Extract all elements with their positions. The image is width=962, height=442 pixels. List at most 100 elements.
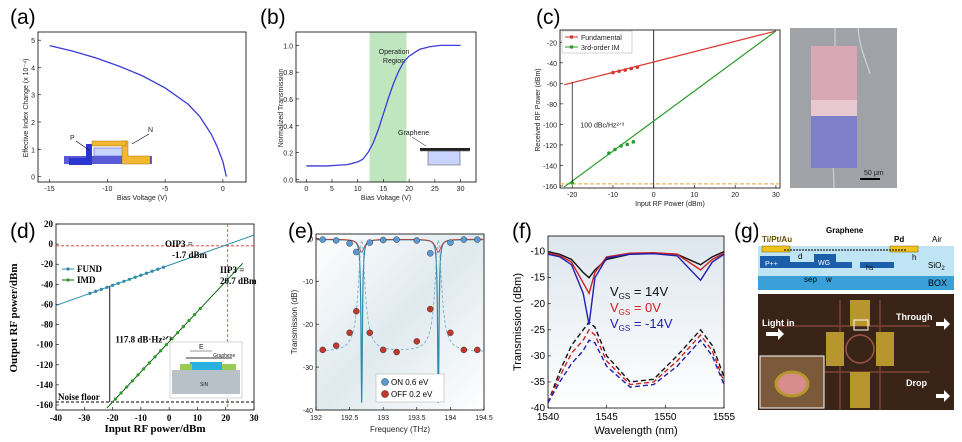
x-tick-label: 0 [304,186,308,193]
data-point [156,267,160,271]
y-tick-label: -80 [547,102,557,109]
data-point [161,265,166,269]
panel-label-f: (f) [512,220,532,243]
data-point [474,346,481,354]
panel-label-d: (d) [10,220,36,243]
data-point [613,147,617,152]
ylabel-b: Normalized Transmission [278,69,285,148]
xlabel-a: Bias Voltage (V) [117,195,167,202]
x-tick-label: 1555 [713,412,736,423]
panel-label-e: (e) [288,220,314,243]
ylabel-d: Output RF power/dBm [8,264,20,373]
xlabel-d: Input RF power/dBm [104,423,205,435]
xlabel-c: Input RF Power (dBm) [635,201,705,208]
data-point [623,68,627,72]
data-point [353,308,360,315]
data-point [460,346,468,354]
label-wg: WG [818,260,830,267]
legend-fund: Fundamental [581,35,622,42]
y-tick-label: -120 [37,360,54,370]
x-tick-label: -15 [44,186,54,193]
graphene-inset: Graphene [398,130,470,166]
x-tick-label: 30 [250,413,260,423]
label-d: d [798,252,802,261]
y-tick-label: -140 [37,380,54,390]
y-tick-label: -25 [531,325,546,336]
data-point [193,312,197,317]
legend-imd-d: IMD [77,275,96,285]
imd-line-d [106,262,244,409]
plot-frame-b [295,31,477,183]
through-curve [547,253,725,325]
data-point [150,269,154,273]
x-tick-label: 193 [377,415,389,422]
data-point [635,65,640,69]
data-point [122,279,126,283]
label-n: N [148,127,153,134]
plot-frame-a [37,31,247,183]
x-tick-label: 20 [221,413,231,423]
data-point [153,355,157,359]
x-tick-label: 5 [330,186,334,193]
x-tick-label: 15 [380,186,388,193]
label-hs: hs [866,265,874,272]
legend-f-v1: VGS = 14V [610,284,669,301]
x-tick-label: -20 [567,192,577,199]
y-tick-label: -160 [37,400,54,410]
legend-on: ON 0.6 eV [391,378,429,387]
ylabel-c: Received RF Power (dBm) [535,68,542,151]
data-point [346,240,353,247]
label-sep: sep [804,275,817,284]
drop-curve [547,328,725,404]
x-tick-label: 0 [652,192,656,199]
x-tick-label: -10 [608,192,618,199]
drop-curve [547,320,725,404]
y-tick-label: -35 [531,377,546,388]
y-tick-label: -15 [531,273,546,284]
sfdr-label-c: 100 dBc/Hz²ᐟ³ [580,122,624,129]
panel-label-g: (g) [734,220,760,243]
data-point [133,275,137,279]
plot-frame-f [547,235,725,409]
legend-marker-fund-d [66,267,70,271]
data-point [393,348,400,356]
panel-label-c: (c) [536,6,561,29]
ticks-f: 1540 1545 1550 1555 -10 -15 -20 -25 -30 -35 -40 [531,247,736,423]
y-tick-label: -40 [547,61,557,68]
x-tick-label: 30 [772,192,780,199]
data-point [144,271,149,275]
data-point [379,346,387,354]
inset-e-label: E [199,344,204,351]
oip3-label: OIP3 = [165,239,193,249]
data-point [113,397,117,401]
y-tick-label: -60 [547,81,557,88]
data-point [130,379,134,383]
x-tick-label: 1545 [596,412,619,423]
x-tick-label: 193.5 [408,415,426,422]
data-point [426,250,434,257]
label-pd: Pd [894,235,904,244]
data-point [319,236,326,243]
panel-d-chart: Input RF power/dBm Output RF power/dBm -… [8,219,259,435]
y-tick-label: 2 [31,120,35,127]
label-light-in: Light in [762,318,795,328]
panel-a-chart: Bias Voltage (V) Effective Index Change … [23,31,247,202]
data-point [142,367,146,371]
y-tick-label: 3 [31,93,35,100]
data-point [346,329,353,336]
ticks-d: -40 -30 -20 -10 0 10 20 30-160-140-120-100-80-6… [37,219,260,423]
data-point [110,283,115,287]
y-tick-label: -30 [303,365,313,372]
y-tick-label: -20 [531,299,546,310]
data-point [629,66,634,71]
x-tick-label: 192 [310,415,322,422]
data-point [332,342,340,349]
data-point [125,385,129,389]
oip3-value: -1.7 dBm [172,250,208,260]
plot-frame-c [559,29,781,189]
data-point [617,69,621,74]
x-tick-label: 20 [731,192,739,199]
label-graphene-b: Graphene [398,130,429,137]
curve-a [49,45,227,177]
data-point [379,236,387,244]
